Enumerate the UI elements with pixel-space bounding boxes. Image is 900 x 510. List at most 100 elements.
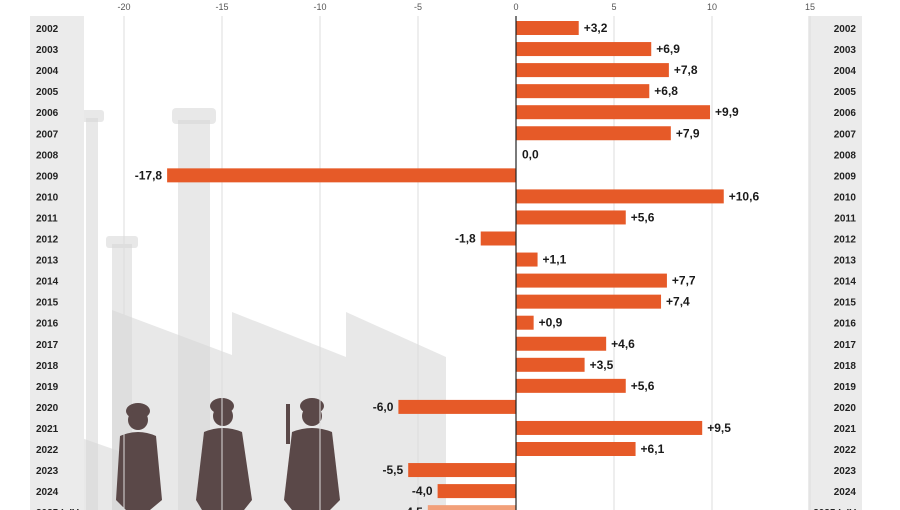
value-label: +7,4: [666, 295, 690, 309]
worker-silhouette-shape: [196, 428, 252, 510]
year-label-right: 2003: [834, 45, 857, 56]
year-label-left: 2014: [36, 277, 59, 288]
year-label-left: 2010: [36, 192, 59, 203]
x-tick-label: 5: [611, 2, 616, 12]
bar: [516, 210, 626, 225]
year-label-left: 2025 I–IV: [36, 508, 79, 510]
value-label: +10,6: [729, 189, 760, 203]
year-label-right: 2012: [834, 235, 857, 246]
year-label-right: 2005: [834, 87, 857, 98]
year-label-right: 2010: [834, 192, 857, 203]
value-label: +1,1: [543, 253, 567, 267]
bar: [516, 336, 607, 351]
year-label-left: 2018: [36, 361, 59, 372]
x-tick-label: -5: [414, 2, 422, 12]
year-label-left: 2021: [36, 424, 59, 435]
value-label: +9,5: [707, 421, 731, 435]
bar: [516, 357, 585, 372]
factory-silhouette-shape: [346, 312, 446, 510]
x-tick-label: -20: [117, 2, 130, 12]
year-label-left: 2022: [36, 445, 59, 456]
year-label-right: 2022: [834, 445, 857, 456]
bar: [516, 105, 711, 120]
factory-silhouette-shape: [106, 236, 138, 248]
year-label-left: 2024: [36, 487, 59, 498]
bar: [398, 399, 516, 414]
year-label-left: 2011: [36, 213, 58, 224]
year-label-left: 2012: [36, 235, 59, 246]
bar: [427, 505, 516, 510]
year-label-left: 2017: [36, 340, 59, 351]
factory-silhouette-shape: [172, 108, 216, 124]
year-label-left: 2013: [36, 256, 59, 267]
year-band-left: [30, 16, 84, 510]
year-labels: 2002 2002 2003 2003 2004 2004 2005 2005 2006 2006…: [36, 24, 856, 510]
worker-silhouette-shape: [128, 410, 148, 430]
worker-silhouette-shape: [286, 404, 290, 444]
value-label: -5,5: [383, 463, 404, 477]
value-label: +6,1: [641, 442, 665, 456]
value-label: +4,6: [611, 337, 635, 351]
year-label-right: 2008: [834, 150, 857, 161]
year-label-right: 2017: [834, 340, 857, 351]
year-label-left: 2005: [36, 87, 59, 98]
year-label-left: 2008: [36, 150, 59, 161]
year-label-right: 2009: [834, 171, 857, 182]
year-label-right: 2015: [834, 298, 857, 309]
factory-silhouette-shape: [80, 110, 104, 122]
bar: [516, 42, 652, 57]
bar: [516, 294, 662, 309]
bar: [516, 63, 669, 78]
value-label: +5,6: [631, 379, 655, 393]
bar: [516, 273, 667, 288]
year-label-right: 2019: [834, 382, 857, 393]
year-label-right: 2016: [834, 319, 857, 330]
x-tick-label: 15: [805, 2, 815, 12]
value-label: +6,9: [656, 42, 680, 56]
year-label-left: 2023: [36, 466, 59, 477]
year-label-right: 2018: [834, 361, 857, 372]
bar: [437, 484, 516, 499]
year-label-left: 2009: [36, 171, 59, 182]
year-label-left: 2016: [36, 319, 59, 330]
factory-silhouette-shape: [86, 118, 98, 510]
year-label-right: 2013: [834, 256, 857, 267]
year-label-left: 2004: [36, 66, 59, 77]
bar: [480, 231, 516, 246]
x-tick-label: -15: [215, 2, 228, 12]
value-label: -4,0: [412, 484, 433, 498]
year-label-right: 2011: [834, 213, 856, 224]
bar: [516, 442, 636, 456]
year-label-left: 2015: [36, 298, 59, 309]
value-label: -4,5: [402, 505, 423, 510]
value-label: +0,9: [539, 316, 563, 330]
year-label-right: 2004: [834, 66, 857, 77]
year-label-left: 2020: [36, 403, 59, 414]
value-label: +7,9: [676, 126, 700, 140]
x-tick-label: -10: [313, 2, 326, 12]
value-label: +3,5: [590, 358, 614, 372]
bars: [167, 21, 724, 510]
year-label-right: 2023: [834, 466, 857, 477]
year-label-right: 2020: [834, 403, 857, 414]
bar: [516, 126, 671, 141]
year-label-left: 2003: [36, 45, 59, 56]
value-label: +5,6: [631, 210, 655, 224]
year-label-right: 2025 I–IV: [813, 508, 856, 510]
value-label: +3,2: [584, 21, 608, 35]
year-label-right: 2014: [834, 277, 857, 288]
bar: [516, 378, 626, 393]
value-label: +7,7: [672, 274, 696, 288]
x-tick-label: 10: [707, 2, 717, 12]
bar: [516, 84, 650, 99]
value-label: -1,8: [455, 232, 476, 246]
bar: [516, 21, 579, 35]
year-label-right: 2024: [834, 487, 857, 498]
bar: [167, 168, 516, 183]
value-label: +9,9: [715, 105, 739, 119]
x-axis-ticks: -20 -15 -10 -5 0 5 10 15: [117, 2, 815, 12]
year-band-right: [808, 16, 862, 510]
year-label-right: 2021: [834, 424, 857, 435]
value-label: +7,8: [674, 63, 698, 77]
